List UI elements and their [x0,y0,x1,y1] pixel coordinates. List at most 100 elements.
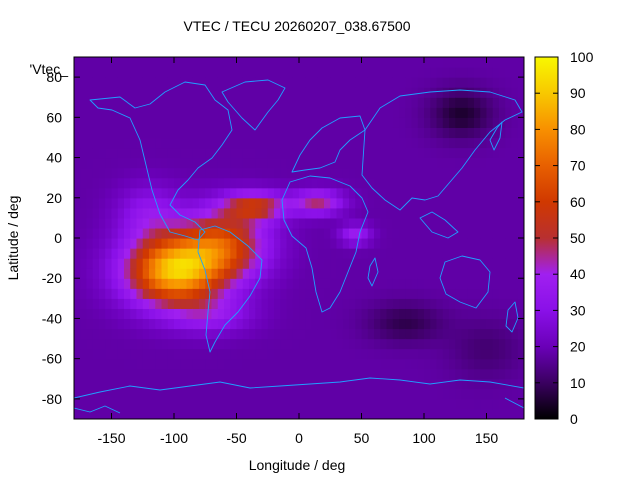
heatmap-cell [199,137,206,149]
heatmap-cell [367,137,375,149]
heatmap-cell [136,77,144,88]
heatmap-cell [361,207,369,219]
heatmap-cell [199,338,206,350]
heatmap-cell [467,348,475,360]
heatmap-cell [230,127,238,139]
heatmap-cell [455,358,463,370]
heatmap-cell [505,268,513,279]
heatmap-cell [361,238,369,249]
heatmap-cell [292,288,300,299]
heatmap-cell [124,368,131,380]
heatmap-cell [367,177,375,189]
heatmap-cell [336,258,344,269]
heatmap-cell [249,57,256,68]
heatmap-cell [436,308,444,320]
heatmap-cell [492,57,500,68]
heatmap-cell [342,408,350,419]
heatmap-cell [405,308,413,320]
heatmap-cell [111,328,119,340]
heatmap-cell [161,368,169,380]
heatmap-cell [249,348,256,360]
heatmap-cell [461,408,469,419]
heatmap-cell [117,348,125,360]
heatmap-cell [199,398,206,410]
heatmap-cell [236,348,244,360]
heatmap-cell [86,318,94,330]
heatmap-cell [74,167,81,179]
heatmap-cell [149,388,156,400]
heatmap-cell [449,298,456,309]
heatmap-cell [130,388,138,400]
heatmap-cell [342,398,350,410]
heatmap-cell [186,248,194,259]
heatmap-cell [217,197,225,209]
heatmap-cell [492,258,500,269]
heatmap-cell [224,97,231,108]
heatmap-cell [336,268,344,279]
heatmap-cell [186,137,194,149]
heatmap-cell [374,157,381,169]
heatmap-cell [155,177,163,189]
heatmap-cell [105,288,113,299]
heatmap-cell [380,338,388,350]
heatmap-cell [255,398,263,410]
heatmap-cell [255,248,263,259]
heatmap-cell [155,197,163,209]
heatmap-cell [455,217,463,229]
heatmap-cell [174,197,181,209]
heatmap-cell [205,197,213,209]
heatmap-cell [149,398,156,410]
heatmap-cell [455,97,463,108]
heatmap-cell [480,248,488,259]
heatmap-cell [124,87,131,98]
heatmap-cell [92,338,100,350]
heatmap-cell [130,368,138,380]
heatmap-cell [305,227,313,239]
heatmap-cell [461,137,469,149]
heatmap-cell [161,288,169,299]
heatmap-cell [161,227,169,239]
heatmap-cell [417,348,425,360]
heatmap-cell [80,268,88,279]
heatmap-cell [349,137,356,149]
heatmap-cell [405,378,413,390]
heatmap-cell [386,67,394,78]
heatmap-cell [161,177,169,189]
heatmap-cell [174,167,181,179]
heatmap-cell [499,258,506,269]
heatmap-cell [174,308,181,320]
heatmap-cell [211,167,219,179]
heatmap-cell [436,117,444,128]
heatmap-cell [436,77,444,88]
heatmap-cell [492,338,500,350]
heatmap-cell [411,147,419,159]
heatmap-cell [330,167,338,179]
heatmap-cell [361,368,369,380]
heatmap-cell [142,368,150,380]
heatmap-cell [111,308,119,320]
heatmap-cell [255,378,263,390]
x-tick-label: -100 [160,430,188,446]
heatmap-cell [124,137,131,149]
heatmap-cell [417,117,425,128]
heatmap-cell [517,298,524,309]
heatmap-cell [505,318,513,330]
heatmap-cell [380,308,388,320]
heatmap-cell [449,248,456,259]
colorbar-tick-label: 60 [570,194,586,210]
heatmap-cell [461,388,469,400]
heatmap-cell [117,227,125,239]
heatmap-cell [349,238,356,249]
heatmap-cell [455,187,463,199]
heatmap-cell [111,87,119,98]
heatmap-cell [224,278,231,289]
heatmap-cell [486,117,494,128]
heatmap-cell [255,268,263,279]
heatmap-cell [149,378,156,390]
heatmap-cell [299,187,306,199]
heatmap-cell [455,227,463,239]
heatmap-cell [511,388,519,400]
heatmap-cell [399,87,406,98]
heatmap-cell [386,348,394,360]
